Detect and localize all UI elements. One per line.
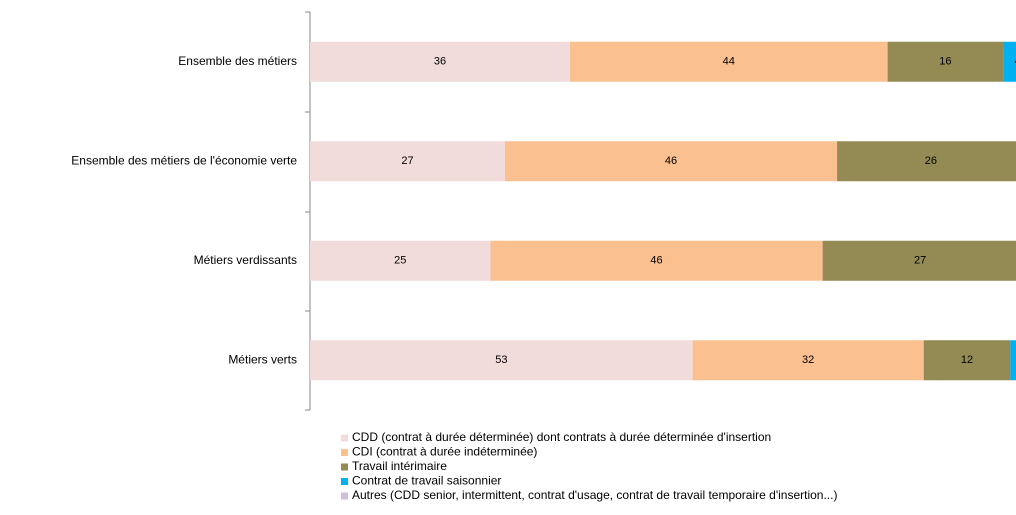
legend-label: CDI (contrat à durée indéterminée) — [352, 445, 537, 459]
bar-segment — [310, 141, 505, 182]
data-label: 16 — [939, 56, 951, 68]
legend-swatch — [341, 449, 348, 456]
legend-swatch — [341, 434, 348, 442]
category-label: Métiers verts — [228, 352, 297, 366]
legend-swatch — [341, 463, 348, 471]
bar-segment — [504, 141, 838, 182]
bar-segment — [310, 41, 570, 82]
legend-swatch — [341, 492, 348, 500]
bar-segment — [887, 41, 1004, 82]
data-label: 27 — [401, 155, 413, 167]
bar-segment — [1010, 340, 1016, 381]
category-label: Métiers verdissants — [194, 253, 297, 267]
data-label: 26 — [925, 155, 937, 167]
data-label: 53 — [495, 354, 507, 366]
data-label: 46 — [650, 255, 662, 267]
category-label: Ensemble des métiers de l'économie verte — [71, 153, 297, 167]
category-label: Ensemble des métiers — [178, 54, 297, 68]
bar-segment — [490, 240, 823, 281]
data-label: 4 — [1014, 56, 1016, 68]
data-label: 32 — [802, 354, 814, 366]
legend-label: CDD (contrat à durée déterminée) dont co… — [352, 430, 771, 444]
legend-label: Autres (CDD senior, intermittent, contra… — [352, 488, 837, 502]
bar-segment — [310, 240, 491, 281]
bar-segment — [837, 141, 1016, 182]
bar-segment — [692, 340, 924, 381]
bar-segment — [310, 340, 693, 381]
data-label: 46 — [665, 155, 677, 167]
bar-segment — [1003, 41, 1016, 82]
legend-label: Contrat de travail saisonnier — [352, 474, 501, 488]
bar-segment — [822, 240, 1016, 281]
data-label: 27 — [914, 255, 926, 267]
legend-swatch — [341, 478, 348, 485]
bar-segment — [923, 340, 1011, 381]
data-label: 12 — [961, 354, 973, 366]
data-label: 44 — [723, 56, 735, 68]
bar-segment — [569, 41, 888, 82]
legend-label: Travail intérimaire — [352, 459, 447, 473]
data-label: 25 — [394, 255, 406, 267]
axis-ticks — [305, 11, 310, 411]
data-label: 36 — [434, 56, 446, 68]
